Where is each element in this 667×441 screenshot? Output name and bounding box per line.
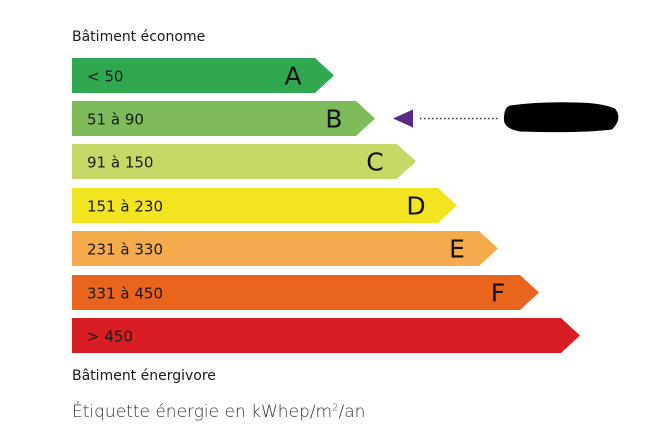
caption: Étiquette énergie en kWhep/m2/an — [72, 402, 365, 422]
class-range: 51 à 90 — [87, 111, 144, 129]
energy-intensive-building-label: Bâtiment énergivore — [72, 368, 216, 384]
caption-text: Étiquette énergie en kWhep/m — [72, 402, 333, 422]
class-letter: B — [325, 105, 342, 134]
rating-indicator — [393, 102, 619, 133]
class-range: 231 à 330 — [87, 241, 163, 259]
energy-class-a: < 50 A — [72, 58, 334, 93]
class-letter: E — [449, 235, 465, 264]
class-range: 151 à 230 — [87, 198, 163, 216]
energy-class-e: 231 à 330 E — [72, 231, 498, 266]
class-letter: C — [366, 148, 383, 177]
class-letter: F — [491, 279, 505, 308]
redacted-value — [503, 102, 619, 133]
energy-class-f: 331 à 450 F — [72, 275, 539, 310]
class-range: < 50 — [87, 68, 123, 86]
caption-superscript: 2 — [332, 402, 339, 414]
class-bar — [72, 188, 457, 223]
energy-class-d: 151 à 230 D — [72, 188, 457, 223]
class-bar — [72, 275, 539, 310]
class-bar — [72, 144, 416, 179]
class-letter: A — [284, 62, 301, 91]
class-bar — [72, 101, 375, 136]
efficient-building-label: Bâtiment économe — [72, 29, 206, 45]
class-letter: D — [406, 192, 425, 221]
class-range: > 450 — [87, 328, 133, 346]
class-range: 91 à 150 — [87, 154, 153, 172]
energy-class-g: > 450 — [72, 318, 580, 353]
energy-class-b: 51 à 90 B — [72, 101, 375, 136]
class-bar — [72, 231, 498, 266]
indicator-arrow-icon — [393, 109, 413, 128]
caption-unit: /an — [338, 402, 366, 422]
class-bar — [72, 318, 580, 353]
energy-class-c: 91 à 150 C — [72, 144, 416, 179]
class-bar — [72, 58, 334, 93]
class-range: 331 à 450 — [87, 285, 163, 303]
